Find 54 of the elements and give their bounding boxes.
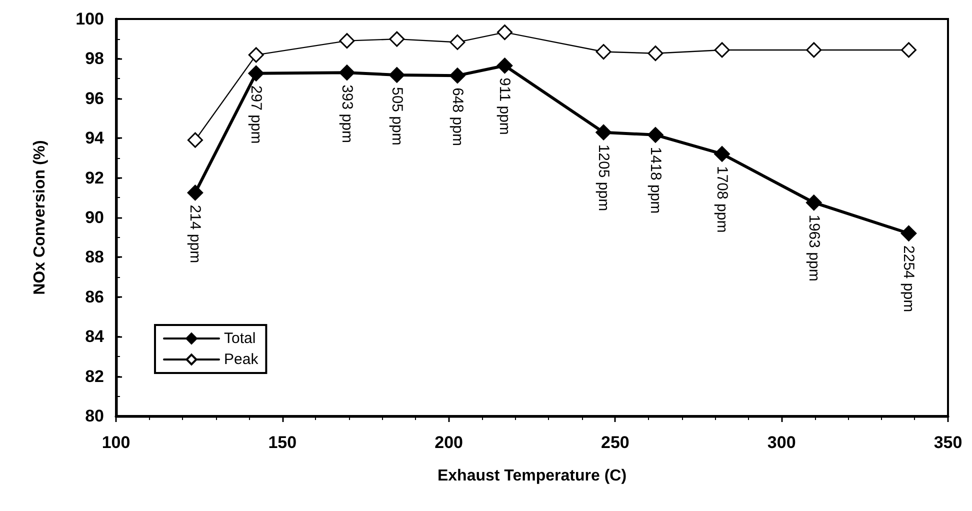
point	[187, 132, 203, 148]
y-tick-label: 98	[85, 49, 104, 68]
y-tick-label: 90	[85, 208, 104, 227]
point	[187, 184, 204, 201]
y-tick-label: 100	[76, 10, 104, 28]
y-tick-label: 80	[85, 406, 104, 426]
point	[596, 44, 612, 60]
point	[389, 31, 405, 47]
y-tick-label: 88	[85, 248, 104, 267]
x-tick-label: 150	[268, 433, 297, 452]
point	[496, 24, 512, 40]
point	[248, 47, 264, 63]
point	[339, 33, 355, 49]
point	[388, 66, 405, 83]
y-tick-label: 82	[85, 366, 104, 386]
x-tick-label: 200	[434, 433, 463, 452]
annotation: 648 ppm	[448, 88, 466, 146]
annotation: 2254 ppm	[900, 245, 918, 312]
point	[900, 42, 916, 58]
point	[496, 58, 513, 74]
y-tick-label: 92	[85, 168, 104, 188]
annotation: 297 ppm	[248, 85, 265, 144]
point	[648, 46, 664, 62]
y-tick-label: 86	[85, 287, 104, 306]
point	[806, 194, 822, 211]
annotation: 214 ppm	[186, 204, 204, 264]
legend-label: Total	[224, 330, 256, 347]
x-tick-label: 250	[601, 433, 630, 452]
point	[714, 42, 730, 58]
annotation: 1418 ppm	[646, 146, 664, 214]
point	[714, 146, 730, 162]
y-axis-title: NOx Conversion (%)	[32, 140, 48, 295]
point	[647, 126, 664, 143]
point	[806, 42, 822, 58]
annotation: 1205 ppm	[595, 144, 612, 212]
point	[449, 68, 466, 84]
annotation: 393 ppm	[338, 84, 356, 143]
point	[900, 225, 917, 242]
point	[248, 65, 264, 82]
annotation: 1963 ppm	[805, 214, 822, 282]
x-axis-title: Exhaust Temperature (C)	[437, 468, 627, 484]
y-tick-label: 96	[85, 88, 104, 108]
point	[450, 34, 466, 50]
y-tick-label: 84	[85, 327, 105, 346]
y-tick-label: 94	[85, 128, 105, 148]
point	[338, 64, 355, 81]
x-tick-label: 350	[934, 433, 962, 452]
point	[596, 124, 612, 140]
annotation: 911 ppm	[496, 78, 514, 135]
annotation: 505 ppm	[388, 86, 406, 146]
x-tick-label: 100	[102, 433, 130, 452]
annotation: 1708 ppm	[714, 166, 731, 233]
legend-label: Peak	[224, 351, 259, 368]
x-tick-label: 300	[767, 433, 796, 452]
